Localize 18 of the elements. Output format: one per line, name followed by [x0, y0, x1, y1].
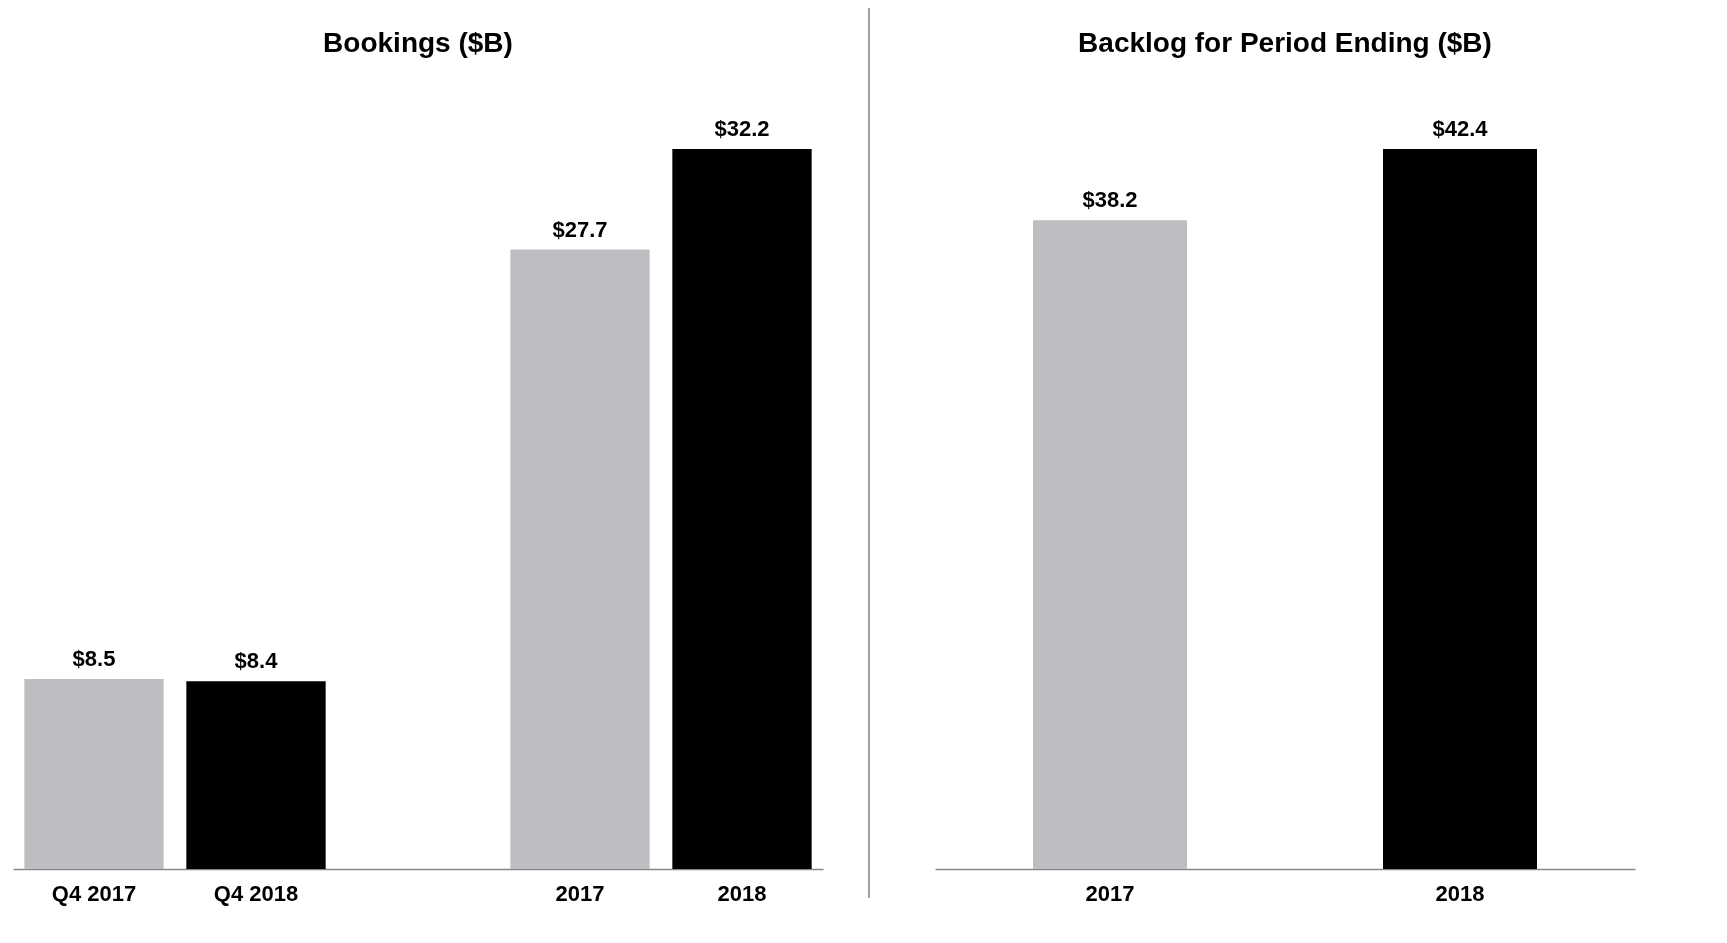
- x-tick-label: 2018: [1435, 880, 1485, 906]
- data-label: $42.4: [1432, 116, 1489, 141]
- chart-title: Bookings ($B): [323, 27, 513, 58]
- data-label: $8.5: [72, 645, 116, 671]
- chart-title: Backlog for Period Ending ($B): [1078, 27, 1492, 58]
- data-label: $8.4: [234, 648, 279, 674]
- x-tick-label: 2017: [1085, 880, 1135, 906]
- data-label: $38.2: [1082, 187, 1138, 213]
- bar: [672, 149, 812, 869]
- data-label: $32.2: [714, 116, 770, 141]
- x-tick-label: 2017: [555, 880, 605, 906]
- data-label: $27.7: [552, 216, 608, 242]
- x-tick-label: 2018: [717, 880, 767, 906]
- x-tick-label: Q4 2018: [213, 880, 299, 906]
- bar: [24, 678, 164, 869]
- bar: [186, 681, 326, 869]
- bar: [510, 249, 650, 869]
- x-tick-label: Q4 2017: [51, 880, 137, 906]
